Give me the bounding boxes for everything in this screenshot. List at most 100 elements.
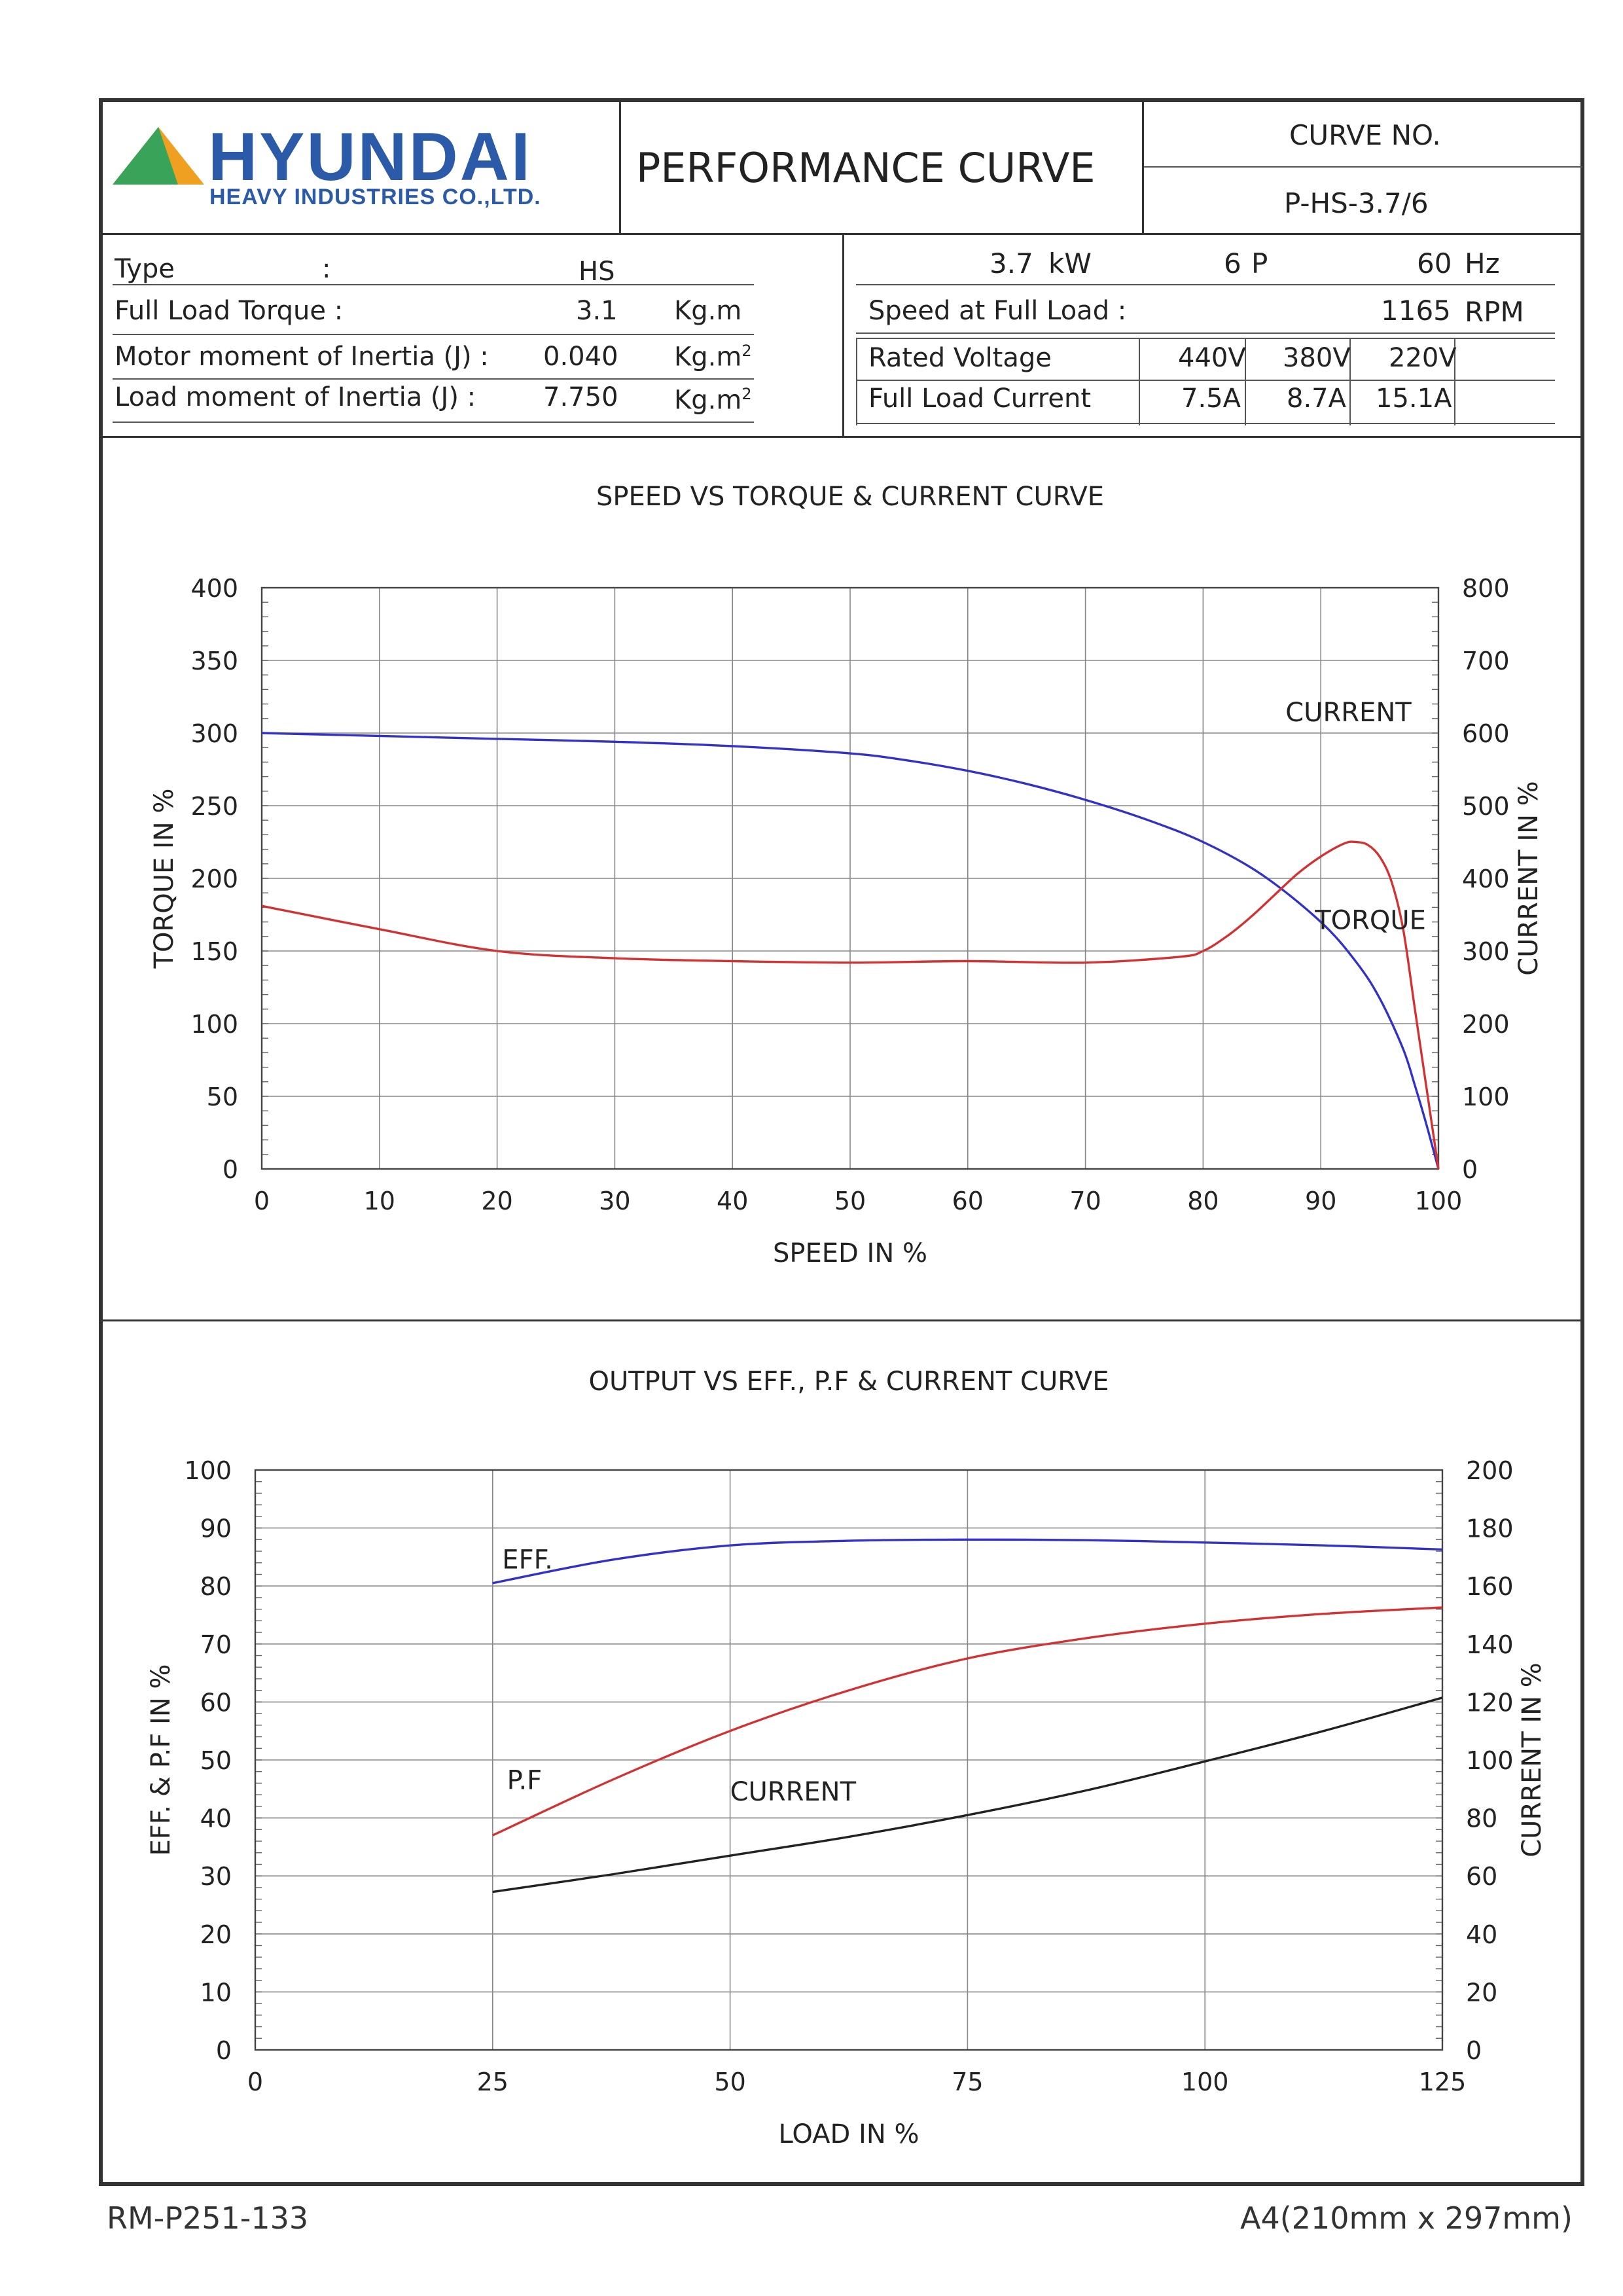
freq-unit: Hz: [1465, 247, 1500, 279]
current-220: 15.1A: [1376, 384, 1452, 414]
type-label: Type: [115, 254, 175, 284]
y-tick-label: 70: [200, 1630, 232, 1659]
divider: [856, 423, 1555, 424]
plot-border: [254, 1469, 1444, 2051]
x-tick-label: 100: [1415, 1187, 1463, 1215]
speed-label: Speed at Full Load :: [868, 296, 1127, 326]
speed-torque-current-chart: SPEED VS TORQUE & CURRENT CURVE 0 10 20 30 40…: [149, 482, 1544, 1268]
x-tick-label: 0: [254, 1187, 270, 1215]
x-tick-label: 10: [364, 1187, 395, 1215]
y2-tick-label: 700: [1462, 647, 1510, 675]
hyundai-logo-triangle-icon: [113, 127, 204, 185]
voltage-380: 380V: [1283, 343, 1351, 373]
poles-value: 6: [1224, 247, 1241, 279]
y-tick-label: 0: [223, 1155, 238, 1184]
series-line-pf: [492, 1606, 1443, 1837]
torque-label: Full Load Torque :: [115, 296, 344, 326]
torque-unit: Kg.m: [674, 296, 742, 326]
divider: [619, 100, 621, 234]
x-tick-label: 50: [714, 2068, 745, 2096]
y-tick-label: 300: [190, 719, 238, 748]
series-line-current: [492, 1696, 1443, 1893]
series-line-torque: [261, 840, 1440, 1170]
divider: [1454, 338, 1455, 425]
divider: [113, 378, 754, 380]
y2-axis-label: CURRENT IN %: [1517, 1662, 1547, 1857]
rated-voltage-label: Rated Voltage: [868, 343, 1052, 373]
y2-tick-label: 400: [1462, 865, 1510, 893]
divider: [101, 436, 1582, 438]
divider: [856, 332, 1555, 334]
y-tick-label: 90: [200, 1515, 232, 1543]
divider: [1142, 100, 1144, 234]
y-tick-label: 0: [216, 2036, 232, 2065]
x-tick-label: 30: [599, 1187, 630, 1215]
y-tick-label: 200: [190, 865, 238, 893]
y2-tick-label: 60: [1466, 1862, 1497, 1891]
y-axis-label: TORQUE IN %: [149, 789, 179, 969]
x-tick-label: 80: [1187, 1187, 1219, 1215]
plot-border: [260, 586, 1440, 1170]
y-tick-label: 40: [200, 1804, 232, 1833]
y2-tick-label: 800: [1462, 574, 1510, 603]
divider: [113, 334, 754, 335]
load-inertia-unit: Kg.m2: [674, 385, 752, 416]
x-axis-label: LOAD IN %: [779, 2119, 919, 2149]
divider: [856, 338, 857, 425]
y-tick-label: 100: [184, 1456, 232, 1485]
y2-tick-label: 120: [1466, 1688, 1514, 1717]
power-value: 3.7: [990, 247, 1033, 279]
y2-tick-label: 180: [1466, 1515, 1514, 1543]
series-label: CURRENT: [1285, 698, 1412, 728]
divider: [113, 284, 754, 285]
x-tick-label: 100: [1181, 2068, 1229, 2096]
divider: [1349, 338, 1351, 425]
x-tick-label: 60: [952, 1187, 984, 1215]
y-tick-label: 400: [190, 574, 238, 603]
divider: [856, 380, 1555, 381]
curve-no-value: P-HS-3.7/6: [1284, 187, 1429, 219]
y2-tick-label: 160: [1466, 1572, 1514, 1601]
y2-tick-label: 500: [1462, 792, 1510, 821]
y2-tick-label: 40: [1466, 1920, 1497, 1949]
x-tick-label: 50: [834, 1187, 866, 1215]
y2-tick-label: 100: [1462, 1083, 1510, 1111]
x-tick-label: 70: [1069, 1187, 1101, 1215]
x-tick-label: 40: [717, 1187, 748, 1215]
divider: [856, 284, 1555, 285]
y2-tick-label: 300: [1462, 937, 1510, 966]
series-label: TORQUE: [1314, 906, 1426, 936]
torque-value: 3.1: [576, 296, 618, 326]
y2-tick-label: 20: [1466, 1978, 1497, 2007]
divider: [113, 422, 754, 423]
y2-tick-label: 600: [1462, 719, 1510, 748]
motor-inertia-value: 0.040: [543, 342, 618, 372]
y-tick-label: 150: [190, 937, 238, 966]
footer-paper-size: A4(210mm x 297mm): [1240, 2200, 1573, 2236]
series-line-current: [261, 732, 1440, 1170]
divider: [1139, 338, 1140, 425]
current-380: 8.7A: [1287, 384, 1346, 414]
y-tick-label: 250: [190, 792, 238, 821]
series-label: CURRENT: [730, 1777, 857, 1807]
logo-text: HYUNDAI: [208, 119, 532, 195]
series-label: EFF.: [502, 1545, 553, 1575]
load-inertia-label: Load moment of Inertia (J) :: [115, 382, 476, 412]
y-tick-label: 350: [190, 647, 238, 675]
voltage-440: 440V: [1178, 343, 1246, 373]
voltage-220: 220V: [1389, 343, 1457, 373]
x-axis-label: SPEED IN %: [773, 1238, 927, 1268]
y-tick-label: 100: [190, 1010, 238, 1039]
divider: [842, 233, 844, 437]
x-tick-label: 75: [952, 2068, 983, 2096]
y-axis-label: EFF. & P.F IN %: [146, 1664, 176, 1856]
y-tick-label: 50: [200, 1746, 232, 1775]
divider: [101, 233, 1582, 235]
y2-tick-label: 200: [1462, 1010, 1510, 1039]
y2-tick-label: 0: [1466, 2036, 1482, 2065]
y-tick-label: 10: [200, 1978, 232, 2007]
x-tick-label: 25: [477, 2068, 508, 2096]
type-colon: :: [322, 254, 331, 284]
speed-unit: RPM: [1465, 296, 1524, 328]
chart-title: SPEED VS TORQUE & CURRENT CURVE: [596, 482, 1104, 512]
